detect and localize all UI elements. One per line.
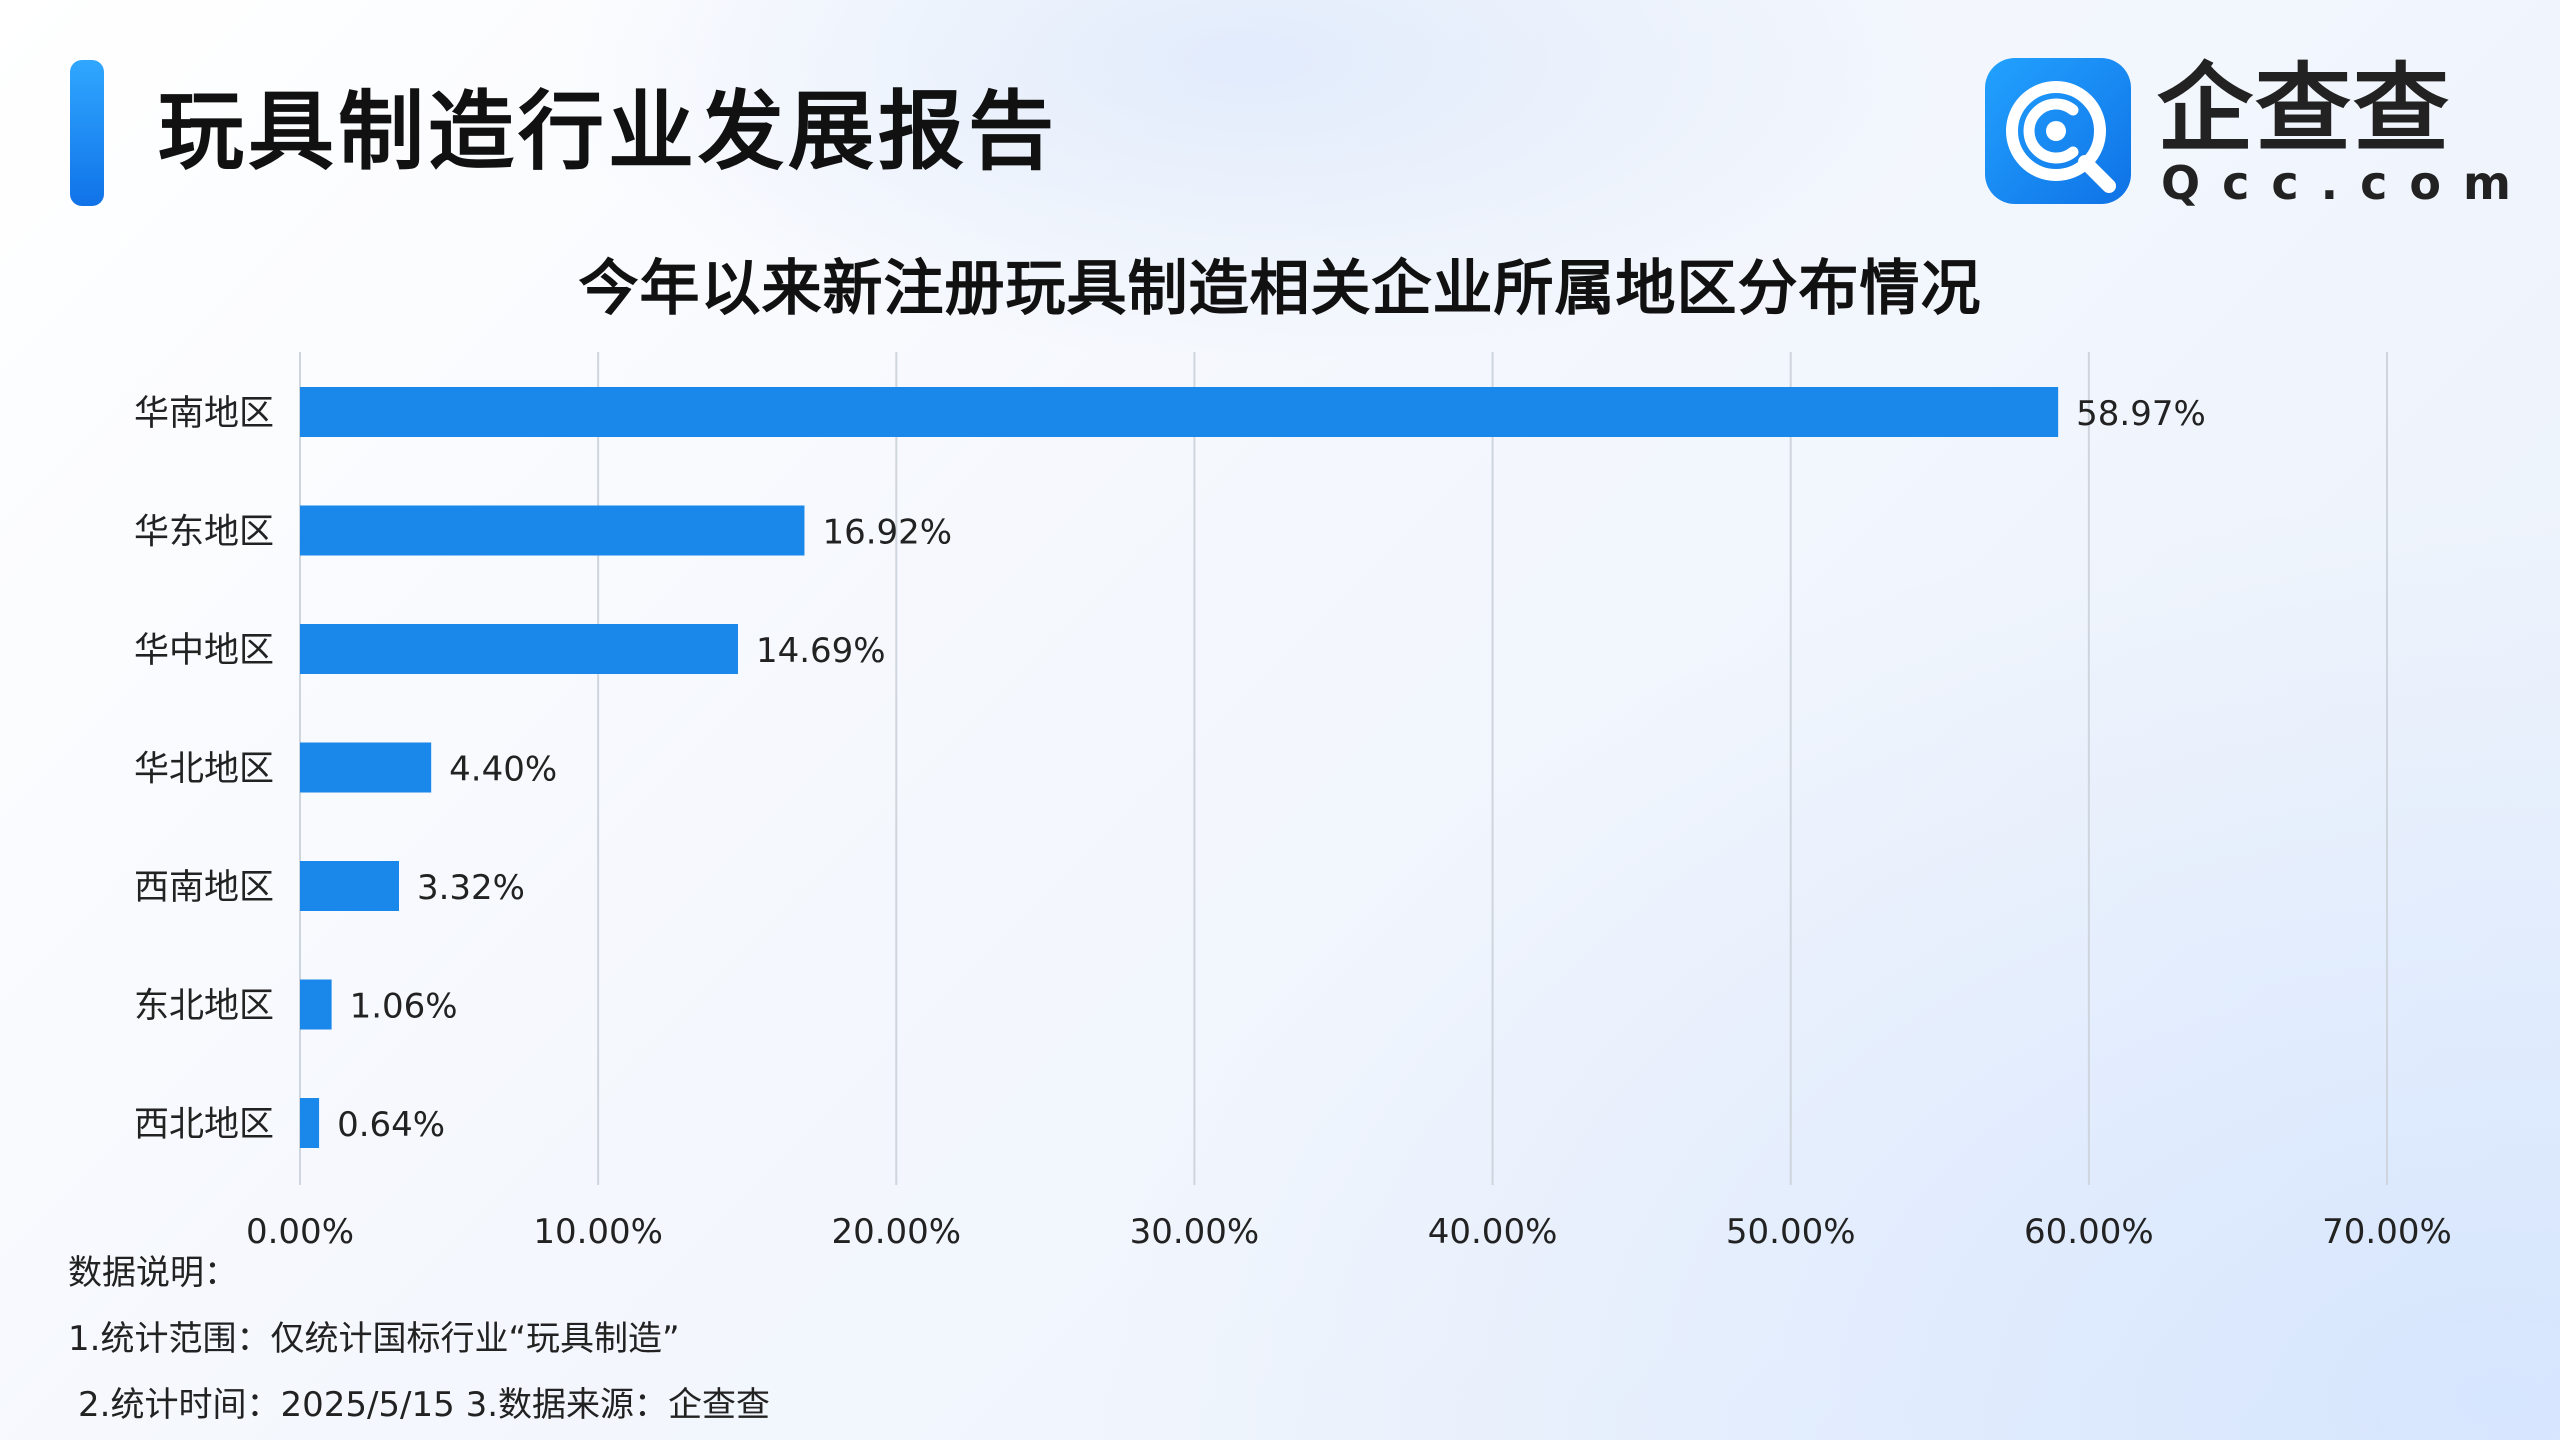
x-tick-label: 70.00% [2322,1212,2452,1252]
category-label: 东北地区 [134,987,274,1027]
report-title: 玩具制造行业发展报告 [158,82,1058,182]
bar [300,979,332,1030]
chart-title: 今年以来新注册玩具制造相关企业所属地区分布情况 [578,254,1982,324]
x-tick-label: 30.00% [1130,1212,1260,1252]
x-tick-label: 40.00% [1428,1212,1558,1252]
logo-domain: Qcc.com [2161,156,2533,210]
value-label: 0.64% [337,1105,445,1145]
value-label: 58.97% [2076,394,2206,434]
bar [300,1098,320,1148]
x-tick-label: 20.00% [831,1212,961,1252]
x-tick-label: 50.00% [1726,1212,1856,1252]
value-label: 14.69% [756,631,886,671]
x-tick-label: 0.00% [246,1212,354,1252]
category-label: 华东地区 [134,513,274,553]
logo-name: 企查查 [2157,53,2451,165]
category-label: 西南地区 [134,868,274,908]
bar [300,387,2059,437]
title-accent-bar [70,60,104,206]
data-notes: 数据说明： 1.统计范围：仅统计国标行业“玩具制造” 2.统计时间：2025/5… [68,1240,770,1438]
value-label: 3.32% [417,868,525,908]
x-tick-label: 60.00% [2024,1212,2154,1252]
category-label: 华中地区 [134,631,274,671]
value-label: 16.92% [822,513,952,553]
x-tick-label: 10.00% [533,1212,663,1252]
notes-scope: 1.统计范围：仅统计国标行业“玩具制造” [68,1319,680,1359]
category-label: 华北地区 [134,750,274,790]
bar [300,742,432,793]
bar [300,861,399,911]
bar [300,505,805,556]
qcc-logo: 企查查 Qcc.com [1985,54,2511,210]
notes-heading: 数据说明： [68,1253,238,1293]
category-label: 华南地区 [134,394,274,434]
category-label: 西北地区 [134,1105,274,1145]
bar [300,624,738,674]
notes-time-source: 2.统计时间：2025/5/15 3.数据来源：企查查 [78,1385,771,1425]
qcc-logo-icon [1985,58,2131,204]
value-label: 1.06% [350,987,458,1027]
value-label: 4.40% [449,750,557,790]
